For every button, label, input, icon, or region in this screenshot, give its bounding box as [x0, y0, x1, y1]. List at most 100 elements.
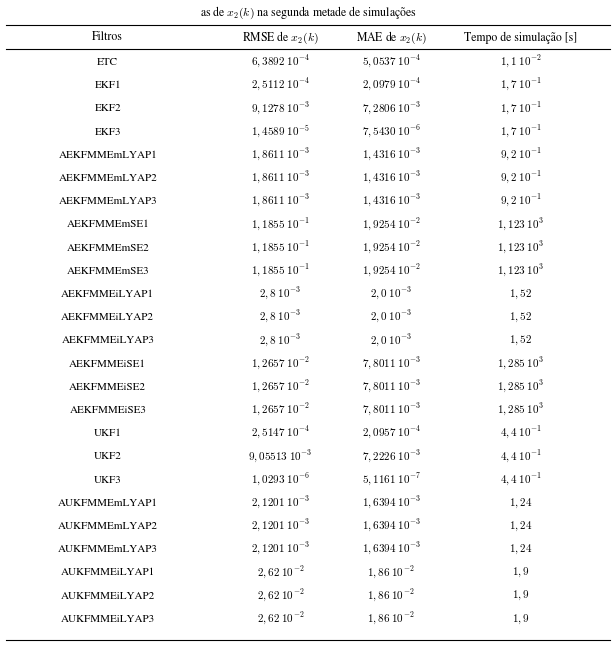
Text: $1,52$: $1,52$ — [509, 310, 532, 324]
Text: AEKFMMEiLYAP1: AEKFMMEiLYAP1 — [62, 289, 154, 299]
Text: $2,0979\;10^{-4}$: $2,0979\;10^{-4}$ — [362, 77, 421, 93]
Text: $2,62\;10^{-2}$: $2,62\;10^{-2}$ — [256, 564, 304, 581]
Text: $1,9254\;10^{-2}$: $1,9254\;10^{-2}$ — [362, 216, 421, 233]
Text: $1,285\;10^{3}$: $1,285\;10^{3}$ — [497, 356, 544, 372]
Text: AUKFMMEmLYAP1: AUKFMMEmLYAP1 — [58, 498, 158, 508]
Text: $1,4316\;10^{-3}$: $1,4316\;10^{-3}$ — [362, 170, 421, 186]
Text: $9,1278\;10^{-3}$: $9,1278\;10^{-3}$ — [251, 100, 310, 117]
Text: $1,86\;10^{-2}$: $1,86\;10^{-2}$ — [367, 588, 415, 604]
Text: $4,4\;10^{-1}$: $4,4\;10^{-1}$ — [500, 448, 541, 465]
Text: $2,8\;10^{-3}$: $2,8\;10^{-3}$ — [259, 286, 301, 302]
Text: AEKFMMEmLYAP1: AEKFMMEmLYAP1 — [59, 150, 157, 160]
Text: $1,8611\;10^{-3}$: $1,8611\;10^{-3}$ — [251, 147, 310, 163]
Text: AEKFMMEmLYAP2: AEKFMMEmLYAP2 — [59, 173, 157, 183]
Text: $1,9$: $1,9$ — [512, 566, 529, 579]
Text: $2,5112\;10^{-4}$: $2,5112\;10^{-4}$ — [251, 77, 310, 93]
Text: $1,7\;10^{-1}$: $1,7\;10^{-1}$ — [500, 100, 541, 117]
Text: UKF1: UKF1 — [94, 428, 122, 438]
Text: as de $x_2(k)$ na segunda metade de simulações: as de $x_2(k)$ na segunda metade de simu… — [200, 5, 416, 21]
Text: RMSE de $x_2(k)$: RMSE de $x_2(k)$ — [242, 29, 318, 46]
Text: AEKFMMEmSE1: AEKFMMEmSE1 — [67, 220, 149, 229]
Text: $1,123\;10^{3}$: $1,123\;10^{3}$ — [497, 240, 544, 256]
Text: $7,8011\;10^{-3}$: $7,8011\;10^{-3}$ — [362, 356, 421, 372]
Text: $1,285\;10^{3}$: $1,285\;10^{3}$ — [497, 379, 544, 395]
Text: $7,8011\;10^{-3}$: $7,8011\;10^{-3}$ — [362, 402, 421, 418]
Text: $1,1855\;10^{-1}$: $1,1855\;10^{-1}$ — [251, 216, 310, 233]
Text: $1,24$: $1,24$ — [509, 520, 532, 533]
Text: AEKFMMEmLYAP3: AEKFMMEmLYAP3 — [59, 196, 157, 206]
Text: $1,4589\;10^{-5}$: $1,4589\;10^{-5}$ — [251, 124, 310, 140]
Text: $4,4\;10^{-1}$: $4,4\;10^{-1}$ — [500, 425, 541, 441]
Text: AEKFMMEiLYAP3: AEKFMMEiLYAP3 — [62, 336, 154, 345]
Text: $1,8611\;10^{-3}$: $1,8611\;10^{-3}$ — [251, 170, 310, 186]
Text: $1,24$: $1,24$ — [509, 496, 532, 509]
Text: $2,0\;10^{-3}$: $2,0\;10^{-3}$ — [370, 309, 412, 325]
Text: AEKFMMEmSE3: AEKFMMEmSE3 — [67, 266, 149, 276]
Text: $1,9$: $1,9$ — [512, 589, 529, 603]
Text: ETC: ETC — [97, 57, 118, 67]
Text: EKF2: EKF2 — [94, 104, 121, 113]
Text: $2,62\;10^{-2}$: $2,62\;10^{-2}$ — [256, 611, 304, 627]
Text: $2,1201\;10^{-3}$: $2,1201\;10^{-3}$ — [251, 495, 310, 511]
Text: $1,9254\;10^{-2}$: $1,9254\;10^{-2}$ — [362, 263, 421, 279]
Text: $1,123\;10^{3}$: $1,123\;10^{3}$ — [497, 216, 544, 233]
Text: $1,9$: $1,9$ — [512, 612, 529, 625]
Text: $1,4316\;10^{-3}$: $1,4316\;10^{-3}$ — [362, 193, 421, 209]
Text: $1,123\;10^{3}$: $1,123\;10^{3}$ — [497, 263, 544, 279]
Text: EKF1: EKF1 — [94, 80, 121, 90]
Text: $1,52$: $1,52$ — [509, 288, 532, 301]
Text: $2,62\;10^{-2}$: $2,62\;10^{-2}$ — [256, 588, 304, 604]
Text: AEKFMMEiLYAP2: AEKFMMEiLYAP2 — [62, 312, 154, 322]
Text: $6,3892\;10^{-4}$: $6,3892\;10^{-4}$ — [251, 54, 310, 70]
Text: AEKFMMEiSE2: AEKFMMEiSE2 — [69, 382, 147, 392]
Text: $5,0537\;10^{-4}$: $5,0537\;10^{-4}$ — [362, 54, 421, 70]
Text: $1,0293\;10^{-6}$: $1,0293\;10^{-6}$ — [251, 472, 310, 488]
Text: $1,24$: $1,24$ — [509, 542, 532, 556]
Text: $1,9254\;10^{-2}$: $1,9254\;10^{-2}$ — [362, 240, 421, 256]
Text: $1,86\;10^{-2}$: $1,86\;10^{-2}$ — [367, 611, 415, 627]
Text: $9,2\;10^{-1}$: $9,2\;10^{-1}$ — [500, 147, 541, 163]
Text: Filtros: Filtros — [92, 32, 123, 43]
Text: $7,2226\;10^{-3}$: $7,2226\;10^{-3}$ — [362, 448, 421, 465]
Text: $2,8\;10^{-3}$: $2,8\;10^{-3}$ — [259, 309, 301, 325]
Text: $1,7\;10^{-1}$: $1,7\;10^{-1}$ — [500, 77, 541, 93]
Text: $1,52$: $1,52$ — [509, 334, 532, 347]
Text: $9,2\;10^{-1}$: $9,2\;10^{-1}$ — [500, 193, 541, 209]
Text: $1,1855\;10^{-1}$: $1,1855\;10^{-1}$ — [251, 240, 310, 256]
Text: $1,1\;10^{-2}$: $1,1\;10^{-2}$ — [500, 54, 541, 70]
Text: $1,6394\;10^{-3}$: $1,6394\;10^{-3}$ — [362, 518, 421, 534]
Text: $9,05513\;10^{-3}$: $9,05513\;10^{-3}$ — [248, 448, 312, 465]
Text: $2,5147\;10^{-4}$: $2,5147\;10^{-4}$ — [251, 425, 310, 441]
Text: $7,8011\;10^{-3}$: $7,8011\;10^{-3}$ — [362, 379, 421, 395]
Text: $1,6394\;10^{-3}$: $1,6394\;10^{-3}$ — [362, 495, 421, 511]
Text: $1,1855\;10^{-1}$: $1,1855\;10^{-1}$ — [251, 263, 310, 279]
Text: $1,2657\;10^{-2}$: $1,2657\;10^{-2}$ — [251, 356, 310, 372]
Text: MAE de $x_2(k)$: MAE de $x_2(k)$ — [355, 29, 427, 46]
Text: $1,7\;10^{-1}$: $1,7\;10^{-1}$ — [500, 124, 541, 140]
Text: $1,2657\;10^{-2}$: $1,2657\;10^{-2}$ — [251, 379, 310, 395]
Text: AEKFMMEiSE1: AEKFMMEiSE1 — [69, 359, 147, 369]
Text: AUKFMMEmLYAP2: AUKFMMEmLYAP2 — [58, 521, 158, 531]
Text: AUKFMMEmLYAP3: AUKFMMEmLYAP3 — [58, 544, 158, 554]
Text: $2,8\;10^{-3}$: $2,8\;10^{-3}$ — [259, 332, 301, 349]
Text: $1,2657\;10^{-2}$: $1,2657\;10^{-2}$ — [251, 402, 310, 418]
Text: $7,2806\;10^{-3}$: $7,2806\;10^{-3}$ — [362, 100, 421, 117]
Text: EKF3: EKF3 — [94, 127, 121, 137]
Text: AEKFMMEmSE2: AEKFMMEmSE2 — [67, 243, 149, 253]
Text: $5,1161\;10^{-7}$: $5,1161\;10^{-7}$ — [362, 472, 421, 488]
Text: $2,1201\;10^{-3}$: $2,1201\;10^{-3}$ — [251, 541, 310, 557]
Text: $2,1201\;10^{-3}$: $2,1201\;10^{-3}$ — [251, 518, 310, 534]
Text: $1,6394\;10^{-3}$: $1,6394\;10^{-3}$ — [362, 541, 421, 557]
Text: $7,5430\;10^{-6}$: $7,5430\;10^{-6}$ — [362, 124, 421, 140]
Text: UKF2: UKF2 — [94, 452, 122, 461]
Text: UKF3: UKF3 — [94, 475, 122, 485]
Text: $2,0\;10^{-3}$: $2,0\;10^{-3}$ — [370, 286, 412, 302]
Text: $1,285\;10^{3}$: $1,285\;10^{3}$ — [497, 402, 544, 418]
Text: $1,8611\;10^{-3}$: $1,8611\;10^{-3}$ — [251, 193, 310, 209]
Text: $2,0\;10^{-3}$: $2,0\;10^{-3}$ — [370, 332, 412, 349]
Text: $4,4\;10^{-1}$: $4,4\;10^{-1}$ — [500, 472, 541, 488]
Text: AUKFMMEiLYAP3: AUKFMMEiLYAP3 — [61, 614, 155, 624]
Text: $2,0957\;10^{-4}$: $2,0957\;10^{-4}$ — [362, 425, 421, 441]
Text: $1,4316\;10^{-3}$: $1,4316\;10^{-3}$ — [362, 147, 421, 163]
Text: $1,86\;10^{-2}$: $1,86\;10^{-2}$ — [367, 564, 415, 581]
